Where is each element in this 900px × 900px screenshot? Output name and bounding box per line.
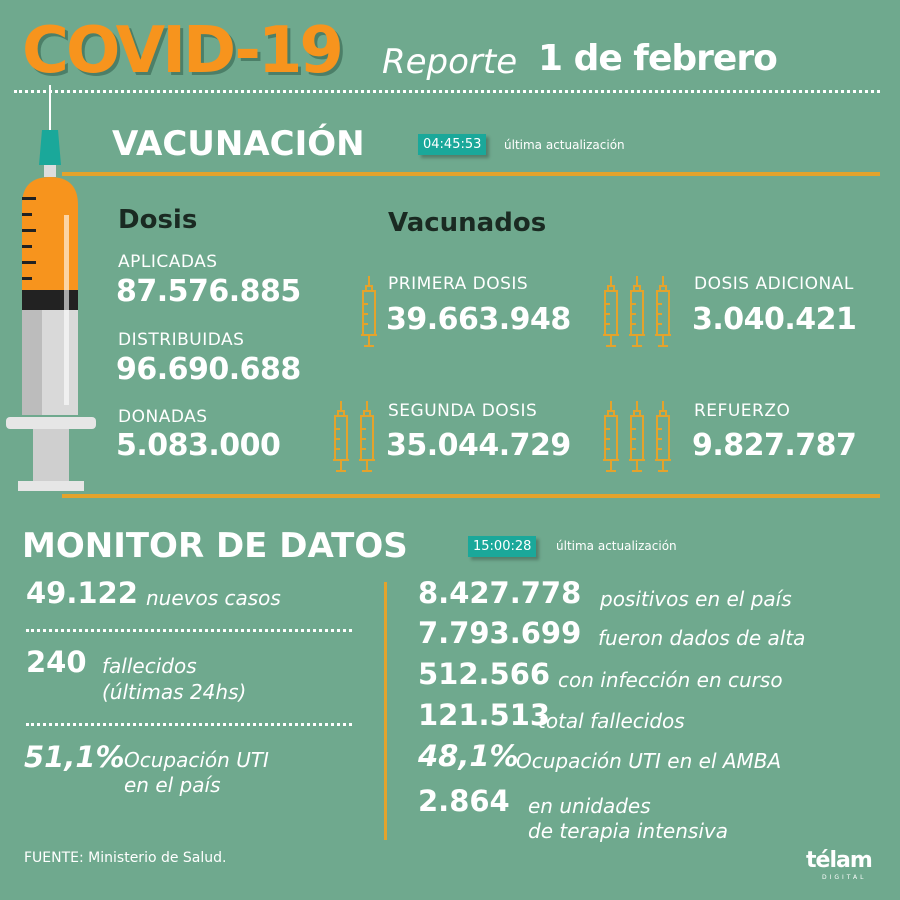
divider: [26, 629, 352, 632]
vacunacion-top-line: [62, 172, 880, 176]
stat-text: con infección en curso: [558, 668, 783, 692]
stat-value: 51,1%: [24, 740, 125, 774]
syringe-icon: [332, 400, 376, 472]
divider: [26, 723, 352, 726]
stat-text: positivos en el país: [600, 587, 792, 611]
monitor-update-label: última actualización: [556, 539, 677, 553]
vacunados-title-text: Vacunados: [388, 208, 547, 238]
source-note: FUENTE: Ministerio de Salud.: [24, 850, 227, 866]
vacunados-label: REFUERZO: [694, 401, 791, 421]
vacunados-value: 9.827.787: [692, 428, 857, 463]
main-title: COVID-19: [22, 14, 344, 88]
dosis-value: 96.690.688: [116, 352, 301, 387]
syringe-icon: [602, 275, 672, 347]
divider: [14, 90, 880, 93]
vacunados-value: 35.044.729: [386, 428, 571, 463]
stat-text: fueron dados de alta: [598, 626, 806, 650]
stat-value: 7.793.699: [418, 616, 582, 650]
stat-value: 2.864: [418, 784, 510, 818]
dosis-label: APLICADAS: [118, 252, 218, 272]
report-date: 1 de febrero: [538, 38, 778, 79]
dosis-value: 5.083.000: [116, 428, 281, 463]
stat-text: fallecidos: [102, 654, 197, 678]
dosis-title: Dosis: [118, 205, 198, 235]
monitor-title: MONITOR DE DATOS: [22, 526, 408, 566]
monitor-time-badge: 15:00:28: [468, 536, 537, 557]
report-label: Reporte: [382, 42, 518, 82]
vertical-divider: [384, 582, 387, 840]
vacunados-label: PRIMERA DOSIS: [388, 274, 529, 294]
vacunados-label: SEGUNDA DOSIS: [388, 401, 538, 421]
stat-text: Ocupación UTI: [124, 748, 269, 772]
syringe-icon: [602, 400, 672, 472]
stat-text: Ocupación UTI en el AMBA: [516, 749, 782, 773]
stat-text: total fallecidos: [538, 709, 685, 733]
stat-text: de terapia intensiva: [528, 819, 728, 843]
stat-value: 240: [26, 645, 87, 679]
syringe-illustration: [6, 85, 96, 491]
stat-value: 121.513: [418, 698, 551, 732]
stat-text: en unidades: [528, 794, 651, 818]
vacunados-label: DOSIS ADICIONAL: [694, 274, 854, 294]
vacunacion-title: VACUNACIÓN: [112, 124, 365, 164]
stat-text: nuevos casos: [146, 586, 281, 610]
dosis-value: 87.576.885: [116, 274, 301, 309]
vacunados-value: 3.040.421: [692, 302, 857, 337]
stat-text: en el país: [124, 773, 221, 797]
stat-value: 48,1%: [418, 739, 519, 773]
dosis-label: DONADAS: [118, 407, 208, 427]
vacunacion-update-label: última actualización: [504, 138, 625, 152]
dosis-label: DISTRIBUIDAS: [118, 330, 245, 350]
stat-value: 8.427.778: [418, 576, 582, 610]
vacunacion-time-badge: 04:45:53: [418, 134, 487, 155]
vacunacion-bottom-line: [62, 494, 880, 498]
telam-logo-sub: DIGITAL: [822, 874, 867, 881]
stat-text: (últimas 24hs): [102, 680, 247, 704]
syringe-icon: [360, 275, 378, 347]
stat-value: 512.566: [418, 657, 551, 691]
stat-value: 49.122: [26, 576, 138, 610]
vacunados-title: Vacunados: [388, 208, 546, 238]
vacunados-value: 39.663.948: [386, 302, 571, 337]
telam-logo: télam: [806, 848, 873, 873]
